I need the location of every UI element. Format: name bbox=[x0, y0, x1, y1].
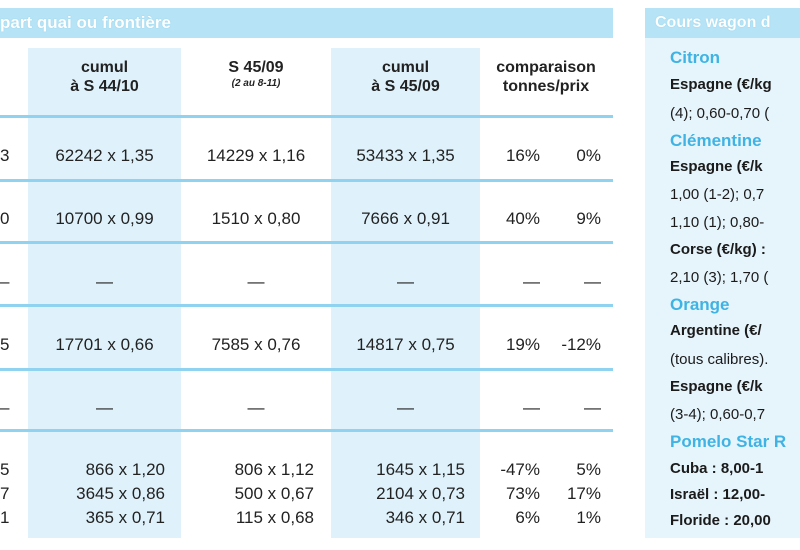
row-lead: 5 bbox=[0, 460, 10, 479]
fruit-heading: Orange bbox=[670, 295, 730, 314]
price-table-panel: part quai ou frontière cumul à S 44/10 S… bbox=[0, 8, 613, 538]
row-lead: – bbox=[0, 272, 10, 291]
wagon-prices-panel: Cours wagon d Citron Espagne (€/kg (4); … bbox=[645, 8, 800, 538]
header-cumul-prev-line1: cumul bbox=[80, 59, 129, 76]
cell-week: — bbox=[247, 272, 265, 291]
cell-week: 115 x 0,68 bbox=[235, 508, 314, 527]
cell-prix: 5% bbox=[576, 460, 601, 479]
row-lead: – bbox=[0, 398, 10, 417]
origin-line: Espagne (€/kg bbox=[670, 76, 772, 93]
origin-line: Argentine (€/ bbox=[670, 322, 762, 339]
cell-cumul-cur: 7666 x 0,91 bbox=[361, 209, 450, 228]
cell-prix: — bbox=[584, 272, 601, 291]
cell-tonnes: — bbox=[523, 398, 540, 417]
row-lead: 3 bbox=[0, 146, 10, 165]
cell-cumul-cur: 346 x 0,71 bbox=[385, 508, 465, 527]
price-line: (3-4); 0,60-0,7 bbox=[670, 406, 766, 423]
header-comparison-line2: tonnes/prix bbox=[502, 78, 590, 95]
cell-cumul-prev: — bbox=[96, 272, 113, 291]
row-lead: 0 bbox=[0, 209, 10, 228]
cell-cumul-cur: 1645 x 1,15 bbox=[376, 460, 465, 479]
origin-line: Espagne (€/k bbox=[670, 378, 763, 395]
cell-tonnes: 73% bbox=[505, 484, 540, 503]
origin-line: Cuba : 8,00-1 bbox=[670, 460, 764, 477]
fruit-heading: Pomelo Star R bbox=[670, 432, 787, 451]
cell-prix: 9% bbox=[576, 209, 601, 228]
origin-line: Espagne (€/k bbox=[670, 158, 763, 175]
row-lead: 1 bbox=[0, 508, 10, 527]
header-comparison: comparaison tonnes/prix bbox=[482, 58, 610, 96]
shaded-column-cumul-prev bbox=[28, 48, 181, 538]
cell-prix: 17% bbox=[566, 484, 601, 503]
row-divider bbox=[0, 429, 613, 432]
cell-week: 1510 x 0,80 bbox=[211, 209, 301, 228]
price-line: 1,10 (1); 0,80- bbox=[670, 214, 765, 231]
cell-week: 806 x 1,12 bbox=[234, 460, 314, 479]
cell-cumul-cur: 53433 x 1,35 bbox=[356, 146, 455, 165]
cell-cumul-prev: 365 x 0,71 bbox=[85, 508, 165, 527]
table-title: part quai ou frontière bbox=[0, 8, 613, 38]
cell-tonnes: — bbox=[523, 272, 540, 291]
cell-cumul-prev: — bbox=[96, 398, 113, 417]
cell-cumul-cur: — bbox=[397, 398, 414, 417]
cell-cumul-cur: 2104 x 0,73 bbox=[376, 484, 465, 503]
cell-tonnes: 40% bbox=[505, 209, 540, 228]
fruit-heading: Clémentine bbox=[670, 131, 762, 150]
price-line: 2,10 (3); 1,70 ( bbox=[670, 269, 769, 286]
cell-tonnes: 6% bbox=[515, 508, 540, 527]
cell-cumul-prev: 10700 x 0,99 bbox=[55, 209, 154, 228]
cell-prix: -12% bbox=[561, 335, 601, 354]
cell-week: 14229 x 1,16 bbox=[206, 146, 306, 165]
price-line: (4); 0,60-0,70 ( bbox=[670, 105, 770, 122]
cell-tonnes: 16% bbox=[505, 146, 540, 165]
header-comparison-line1: comparaison bbox=[496, 59, 596, 76]
header-cumul-prev-line2: à S 44/10 bbox=[70, 78, 139, 95]
origin-line: Floride : 20,00 bbox=[670, 512, 771, 529]
row-lead: 5 bbox=[0, 335, 10, 354]
cell-tonnes: -47% bbox=[500, 460, 540, 479]
cell-week: 500 x 0,67 bbox=[234, 484, 314, 503]
shaded-column-cumul-cur bbox=[331, 48, 480, 538]
row-divider bbox=[0, 241, 613, 244]
fruit-heading: Citron bbox=[670, 48, 721, 67]
cell-cumul-cur: 14817 x 0,75 bbox=[356, 335, 455, 354]
cell-cumul-cur: — bbox=[397, 272, 414, 291]
row-divider bbox=[0, 304, 613, 307]
header-cumul-cur: cumul à S 45/09 bbox=[331, 58, 480, 96]
header-week-line1: S 45/09 bbox=[228, 59, 284, 76]
header-cumul-cur-line2: à S 45/09 bbox=[371, 78, 440, 95]
header-week: S 45/09 (2 au 8-11) bbox=[181, 58, 331, 91]
cell-cumul-prev: 17701 x 0,66 bbox=[55, 335, 154, 354]
wagon-prices-title: Cours wagon d bbox=[645, 8, 800, 38]
header-cumul-cur-line1: cumul bbox=[381, 59, 430, 76]
row-divider bbox=[0, 368, 613, 371]
header-week-dates: (2 au 8-11) bbox=[231, 78, 281, 89]
row-lead: 7 bbox=[0, 484, 10, 503]
cell-week: 7585 x 0,76 bbox=[211, 335, 301, 354]
cell-cumul-prev: 866 x 1,20 bbox=[85, 460, 165, 479]
row-divider bbox=[0, 179, 613, 182]
header-cumul-prev: cumul à S 44/10 bbox=[28, 58, 181, 96]
cell-prix: 0% bbox=[576, 146, 601, 165]
cell-prix: 1% bbox=[576, 508, 601, 527]
row-divider bbox=[0, 115, 613, 118]
origin-line: Corse (€/kg) : bbox=[670, 241, 766, 258]
cell-prix: — bbox=[584, 398, 601, 417]
cell-cumul-prev: 62242 x 1,35 bbox=[55, 146, 154, 165]
price-line: (tous calibres). bbox=[670, 351, 769, 368]
origin-line: Israël : 12,00- bbox=[670, 486, 766, 503]
cell-week: — bbox=[247, 398, 265, 417]
cell-cumul-prev: 3645 x 0,86 bbox=[76, 484, 165, 503]
cell-tonnes: 19% bbox=[505, 335, 540, 354]
price-line: 1,00 (1-2); 0,7 bbox=[670, 186, 765, 203]
